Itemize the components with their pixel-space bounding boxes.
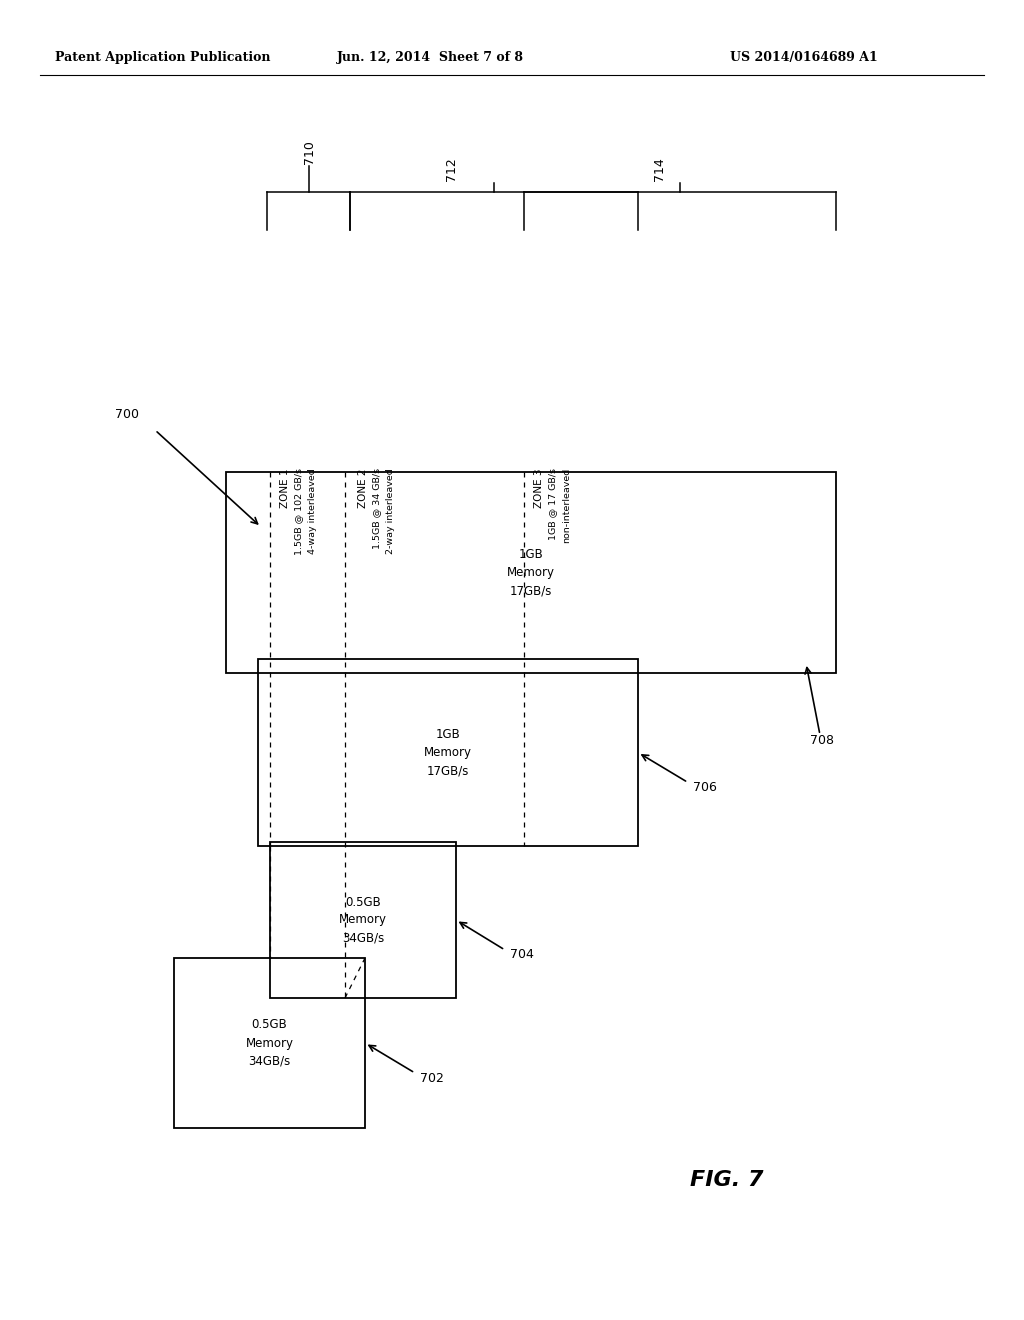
Text: ZONE 1: ZONE 1 — [280, 469, 290, 507]
Text: 712: 712 — [445, 157, 459, 181]
Text: 702: 702 — [420, 1072, 443, 1085]
Text: ZONE 2: ZONE 2 — [358, 469, 368, 507]
Text: FIG. 7: FIG. 7 — [690, 1170, 764, 1191]
Text: 708: 708 — [810, 734, 834, 747]
Text: 2-way interleaved: 2-way interleaved — [386, 469, 395, 554]
Text: Patent Application Publication: Patent Application Publication — [55, 51, 270, 65]
Text: 1GB
Memory
17GB/s: 1GB Memory 17GB/s — [507, 548, 555, 597]
Text: 706: 706 — [693, 781, 717, 795]
Text: 1.5GB @ 102 GB/s: 1.5GB @ 102 GB/s — [294, 469, 303, 554]
Text: 4-way interleaved: 4-way interleaved — [308, 469, 317, 554]
Bar — [174, 958, 365, 1129]
Text: 700: 700 — [115, 408, 139, 421]
Text: 1.5GB @ 34 GB/s: 1.5GB @ 34 GB/s — [372, 469, 381, 549]
Text: non-interleaved: non-interleaved — [562, 469, 571, 544]
Bar — [270, 842, 456, 998]
Bar — [258, 659, 638, 846]
Text: Jun. 12, 2014  Sheet 7 of 8: Jun. 12, 2014 Sheet 7 of 8 — [337, 51, 523, 65]
Bar — [226, 473, 836, 673]
Text: 1GB @ 17 GB/s: 1GB @ 17 GB/s — [548, 469, 557, 540]
Text: 0.5GB
Memory
34GB/s: 0.5GB Memory 34GB/s — [339, 895, 387, 945]
Text: US 2014/0164689 A1: US 2014/0164689 A1 — [730, 51, 878, 65]
Text: 704: 704 — [510, 949, 534, 961]
Text: 0.5GB
Memory
34GB/s: 0.5GB Memory 34GB/s — [246, 1019, 294, 1068]
Text: 1GB
Memory
17GB/s: 1GB Memory 17GB/s — [424, 729, 472, 777]
Text: 714: 714 — [653, 157, 667, 181]
Text: ZONE 3: ZONE 3 — [534, 469, 544, 507]
Text: 710: 710 — [303, 140, 316, 164]
